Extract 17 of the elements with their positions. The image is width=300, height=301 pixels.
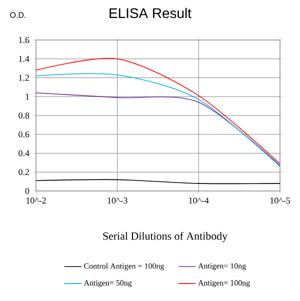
chart-title: ELISA Result (110, 8, 192, 18)
y-tick-label: 1 (26, 94, 29, 100)
y-tick-label: 0.4 (18, 150, 30, 156)
line-series (36, 92, 280, 166)
x-axis-title: Serial Dilutions of Antibody (103, 232, 228, 242)
x-tick-label: 10^-3 (108, 198, 128, 204)
x-tick-label: 10^-5 (270, 198, 290, 204)
y-tick-label: 0 (25, 188, 30, 194)
line-series (36, 58, 280, 164)
x-tick-label: 10^-2 (26, 198, 46, 204)
x-tick-label: 10^-4 (189, 198, 209, 204)
y-tick-label: 1.2 (19, 74, 29, 81)
y-tick-label: 1.4 (19, 56, 30, 62)
y-tick-label: 0.2 (18, 169, 29, 176)
y-tick-label: 0.8 (18, 112, 30, 119)
y-tick-label: 0.6 (18, 131, 30, 138)
y-tick-label: 1.6 (19, 36, 30, 44)
